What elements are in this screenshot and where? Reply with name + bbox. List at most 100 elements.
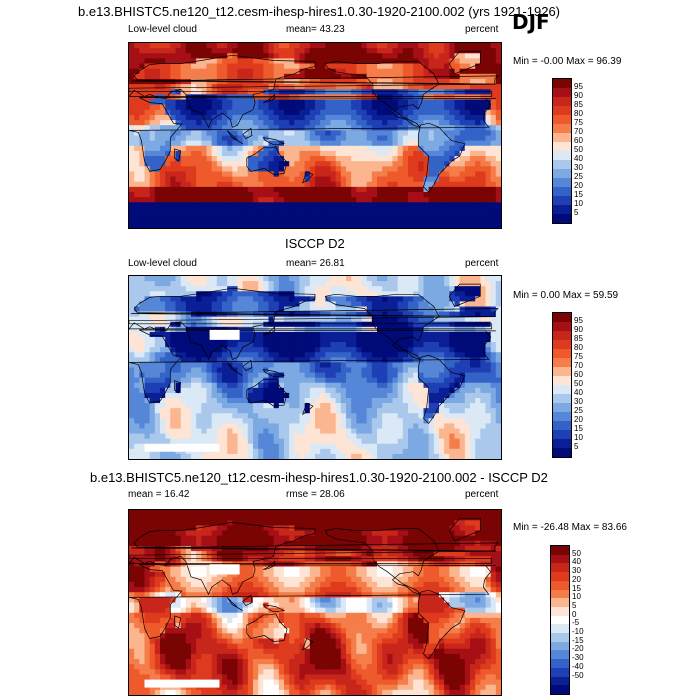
season-label: DJF — [512, 10, 550, 34]
coastline — [246, 613, 288, 642]
colorbar-swatch — [553, 430, 571, 439]
colorbar-swatch — [553, 115, 571, 124]
coastline — [226, 597, 243, 612]
colorbar-swatch — [553, 385, 571, 394]
colorbar-tick-label: 30 — [572, 566, 581, 576]
panel2-units-label: percent — [465, 258, 499, 269]
colorbar-swatch — [553, 196, 571, 205]
coastline — [263, 93, 276, 103]
colorbar-tick-label: 95 — [574, 82, 583, 91]
colorbar-swatch — [553, 367, 571, 376]
coastline — [129, 54, 496, 129]
panel3-mean-label: mean = 16.42 — [128, 489, 190, 500]
colorbar-swatch — [553, 214, 571, 223]
colorbar-tick-label: 30 — [574, 163, 583, 172]
colorbar-swatch — [553, 358, 571, 367]
colorbar-swatch — [553, 205, 571, 214]
colorbar-swatch — [553, 160, 571, 169]
missing-data-region — [209, 564, 240, 575]
coastline — [417, 354, 466, 424]
colorbar-swatch — [551, 554, 569, 564]
colorbar-swatch — [553, 178, 571, 187]
coastline — [448, 517, 481, 542]
colorbar-swatch — [553, 97, 571, 106]
panel3-units-label: percent — [465, 489, 499, 500]
coastline — [129, 287, 496, 361]
colorbar-swatch — [551, 633, 569, 642]
coastline — [131, 542, 499, 552]
colorbar-tick-label: -20 — [572, 644, 584, 654]
colorbar-tick-label: -50 — [572, 670, 584, 680]
coastline — [129, 97, 496, 172]
panel1-mean-label: mean= 43.23 — [286, 24, 345, 35]
colorbar-tick-label: 5 — [574, 208, 579, 217]
panel2-map — [128, 275, 502, 460]
coastline — [129, 329, 496, 404]
colorbar-swatch — [553, 322, 571, 331]
panel1-colorbar — [552, 78, 572, 224]
map-field — [129, 43, 501, 228]
colorbar-tick-label: 5 — [572, 600, 577, 610]
panel1-minmax: Min = -0.00 Max = 96.39 — [513, 56, 622, 67]
colorbar-tick-label: 20 — [572, 574, 581, 584]
colorbar-tick-label: 70 — [574, 127, 583, 136]
colorbar-swatch — [553, 412, 571, 421]
colorbar-swatch — [553, 124, 571, 133]
colorbar-tick-label: -10 — [572, 627, 584, 637]
colorbar-swatch — [551, 667, 569, 677]
coastline — [301, 402, 314, 416]
colorbar-tick-label: 40 — [574, 154, 583, 163]
colorbar-swatch — [553, 313, 571, 322]
panel3-title: b.e13.BHISTC5.ne120_t12.cesm-ihesp-hires… — [90, 470, 548, 485]
colorbar-tick-label: 15 — [574, 190, 583, 199]
colorbar-tick-label: 40 — [572, 557, 581, 567]
colorbar-tick-label: 50 — [574, 379, 583, 388]
colorbar-tick-label: 15 — [572, 583, 581, 593]
panel1-map — [128, 42, 502, 229]
colorbar-tick-label: 20 — [574, 181, 583, 190]
colorbar-swatch — [551, 676, 569, 686]
colorbar-tick-label: 50 — [572, 548, 581, 558]
colorbar-swatch — [553, 142, 571, 151]
coastline — [242, 359, 253, 372]
panel3-colorbar — [550, 545, 570, 695]
colorbar-swatch — [553, 88, 571, 97]
colorbar-tick-label: 5 — [574, 442, 579, 451]
coastline — [174, 148, 182, 162]
colorbar-swatch — [553, 340, 571, 349]
colorbar-tick-label: 20 — [574, 415, 583, 424]
coastline — [174, 380, 182, 394]
colorbar-swatch — [551, 589, 569, 599]
panel2-mean-label: mean= 26.81 — [286, 258, 345, 269]
colorbar-tick-label: 90 — [574, 91, 583, 100]
coastline — [131, 308, 499, 318]
colorbar-tick-label: 10 — [574, 433, 583, 442]
colorbar-swatch — [553, 403, 571, 412]
colorbar-swatch — [551, 598, 569, 607]
colorbar-swatch — [551, 685, 569, 694]
panel1-title: b.e13.BHISTC5.ne120_t12.cesm-ihesp-hires… — [78, 4, 561, 19]
coastline — [246, 378, 288, 407]
panel2-colorbar — [552, 312, 572, 458]
colorbar-swatch — [553, 376, 571, 385]
colorbar-tick-label: 25 — [574, 172, 583, 181]
colorbar-tick-label: 75 — [574, 352, 583, 361]
colorbar-tick-label: 25 — [574, 406, 583, 415]
colorbar-swatch — [553, 439, 571, 448]
panel3-minmax: Min = -26.48 Max = 83.66 — [513, 522, 627, 533]
colorbar-swatch — [553, 79, 571, 88]
colorbar-swatch — [553, 169, 571, 178]
panel1-units-label: percent — [465, 24, 499, 35]
colorbar-swatch — [551, 624, 569, 634]
colorbar-tick-label: -40 — [572, 661, 584, 671]
colorbar-tick-label: 70 — [574, 361, 583, 370]
colorbar-swatch — [553, 421, 571, 430]
colorbar-tick-label: 75 — [574, 118, 583, 127]
colorbar-tick-label: -15 — [572, 635, 584, 645]
colorbar-swatch — [553, 349, 571, 358]
colorbar-swatch — [551, 659, 569, 668]
coastline — [301, 171, 314, 184]
colorbar-tick-label: 85 — [574, 100, 583, 109]
coastline — [246, 146, 288, 175]
coastline — [448, 50, 481, 75]
